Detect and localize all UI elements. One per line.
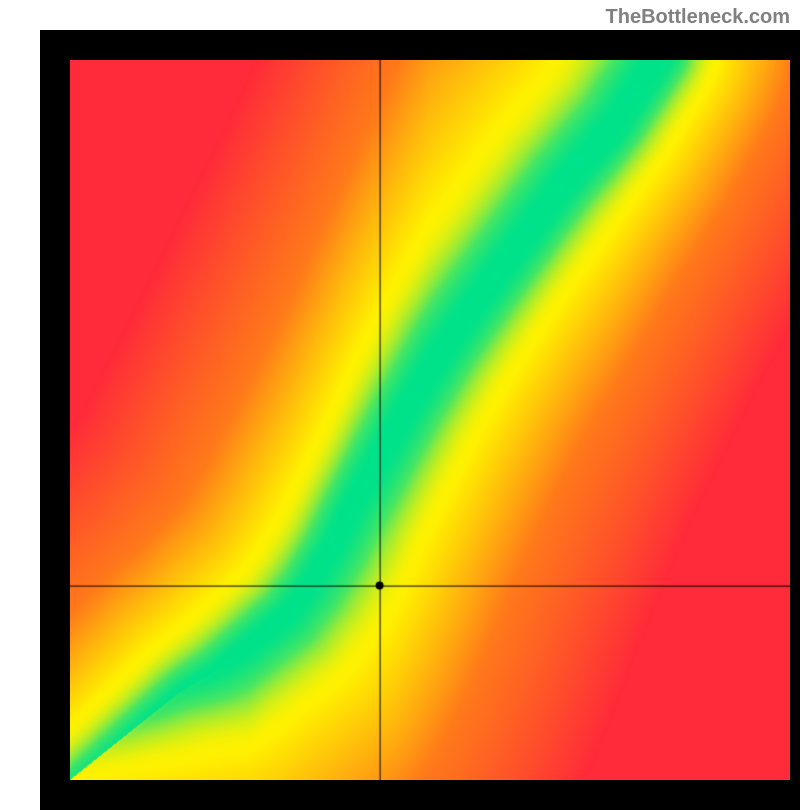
watermark-text: TheBottleneck.com <box>606 6 790 29</box>
heatmap-canvas <box>70 60 790 780</box>
chart-container: TheBottleneck.com <box>0 0 800 800</box>
plot-border <box>40 30 800 810</box>
